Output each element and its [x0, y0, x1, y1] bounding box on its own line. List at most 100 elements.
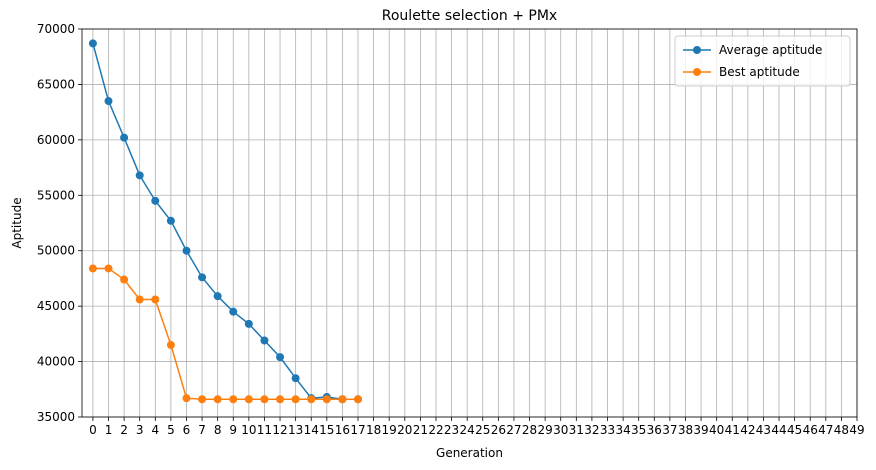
x-tick-label: 15	[319, 423, 334, 437]
x-tick-label: 45	[787, 423, 802, 437]
data-point	[151, 295, 160, 304]
x-tick-label: 5	[167, 423, 175, 437]
data-point	[276, 353, 285, 362]
data-point	[88, 39, 97, 48]
x-tick-label: 35	[631, 423, 646, 437]
x-axis: 0 1 2 3 4 5 6 7 8 9 10 11 12 13 14 15 16 17 18 19 20 21 22 23 24…	[89, 417, 865, 437]
x-tick-label: 41	[725, 423, 740, 437]
data-point	[151, 196, 160, 205]
legend-label: Best aptitude	[719, 65, 800, 79]
y-tick-label: 70000	[37, 22, 75, 36]
x-tick-label: 38	[678, 423, 693, 437]
x-tick-label: 32	[584, 423, 599, 437]
legend-item: Best aptitude	[683, 65, 800, 79]
x-tick-label: 37	[662, 423, 677, 437]
x-tick-label: 43	[756, 423, 771, 437]
data-point	[198, 395, 207, 404]
legend: Average aptitude Best aptitude	[674, 35, 851, 87]
x-tick-label: 6	[183, 423, 191, 437]
x-tick-label: 40	[709, 423, 724, 437]
x-tick-label: 12	[272, 423, 287, 437]
x-tick-label: 34	[615, 423, 630, 437]
x-tick-label: 49	[849, 423, 864, 437]
data-point	[198, 273, 207, 282]
x-tick-label: 27	[506, 423, 521, 437]
x-tick-label: 1	[105, 423, 113, 437]
x-tick-label: 44	[771, 423, 786, 437]
x-tick-label: 30	[553, 423, 568, 437]
data-point	[291, 374, 300, 383]
x-tick-label: 0	[89, 423, 97, 437]
x-tick-label: 20	[397, 423, 412, 437]
data-point	[166, 340, 175, 349]
y-tick-label: 40000	[37, 355, 75, 369]
data-point	[135, 295, 144, 304]
x-tick-label: 36	[647, 423, 662, 437]
y-axis-label: Aptitude	[10, 197, 24, 248]
x-tick-label: 24	[460, 423, 475, 437]
data-point	[244, 319, 253, 328]
data-point	[229, 395, 238, 404]
chart-title: Roulette selection + PMx	[382, 8, 557, 24]
data-point	[166, 216, 175, 225]
x-tick-label: 7	[198, 423, 206, 437]
y-tick-label: 50000	[37, 244, 75, 258]
data-point	[229, 307, 238, 316]
legend-marker	[693, 46, 701, 54]
data-point	[182, 394, 191, 403]
data-point	[213, 292, 222, 301]
x-tick-label: 46	[803, 423, 818, 437]
x-tick-label: 14	[304, 423, 319, 437]
data-point	[213, 395, 222, 404]
x-tick-label: 4	[151, 423, 159, 437]
legend-item: Average aptitude	[683, 43, 822, 57]
data-point	[120, 133, 129, 142]
x-tick-label: 17	[350, 423, 365, 437]
x-tick-label: 16	[335, 423, 350, 437]
data-point	[104, 97, 113, 106]
x-tick-label: 11	[257, 423, 272, 437]
x-tick-label: 2	[120, 423, 128, 437]
x-tick-label: 23	[444, 423, 459, 437]
x-tick-label: 48	[834, 423, 849, 437]
y-tick-label: 55000	[37, 188, 75, 202]
x-tick-label: 47	[818, 423, 833, 437]
x-tick-label: 28	[522, 423, 537, 437]
x-tick-label: 9	[229, 423, 237, 437]
x-tick-label: 21	[413, 423, 428, 437]
series-layer	[88, 39, 363, 404]
x-tick-label: 3	[136, 423, 144, 437]
data-point	[291, 395, 300, 404]
x-tick-label: 18	[366, 423, 381, 437]
x-tick-label: 25	[475, 423, 490, 437]
x-tick-label: 33	[600, 423, 615, 437]
y-axis: 35000 40000 45000 50000 55000 60000 65000 70000	[37, 22, 82, 424]
x-tick-label: 26	[491, 423, 506, 437]
series-best	[88, 264, 363, 404]
x-tick-label: 31	[569, 423, 584, 437]
legend-box	[674, 35, 851, 87]
data-point	[354, 395, 363, 404]
data-point	[120, 275, 129, 284]
x-tick-label: 10	[241, 423, 256, 437]
legend-marker	[693, 68, 701, 76]
data-point	[276, 395, 285, 404]
x-tick-label: 19	[382, 423, 397, 437]
y-tick-label: 65000	[37, 77, 75, 91]
y-tick-label: 60000	[37, 133, 75, 147]
data-point	[135, 171, 144, 180]
x-axis-label: Generation	[436, 446, 503, 460]
legend-label: Average aptitude	[719, 43, 822, 57]
data-point	[182, 246, 191, 255]
data-point	[307, 395, 316, 404]
x-tick-label: 42	[740, 423, 755, 437]
y-tick-label: 35000	[37, 410, 75, 424]
data-point	[338, 395, 347, 404]
x-tick-label: 29	[537, 423, 552, 437]
data-point	[260, 395, 269, 404]
x-tick-label: 22	[428, 423, 443, 437]
plot-frame	[81, 28, 858, 418]
data-point	[322, 395, 331, 404]
y-tick-label: 45000	[37, 299, 75, 313]
